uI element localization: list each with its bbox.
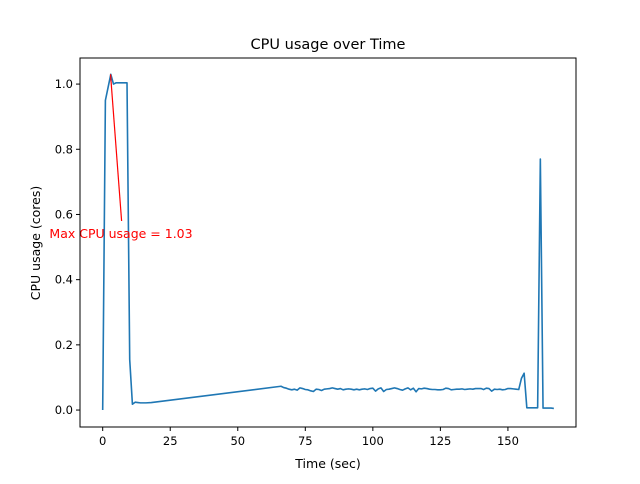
x-axis-label: Time (sec) xyxy=(294,456,360,471)
plot-area xyxy=(101,73,554,411)
x-tick-label: 150 xyxy=(497,434,519,448)
y-axis-label: CPU usage (cores) xyxy=(28,186,43,300)
cpu-usage-line xyxy=(101,73,554,411)
annotation-layer: Max CPU usage = 1.03 xyxy=(49,74,193,241)
x-tick-label: 50 xyxy=(230,434,245,448)
x-tick-label: 25 xyxy=(163,434,178,448)
max-cpu-annotation: Max CPU usage = 1.03 xyxy=(49,226,192,241)
y-axis: 0.0 0.2 0.4 0.6 0.8 1.0 xyxy=(55,77,80,417)
chart-title: CPU usage over Time xyxy=(251,37,406,53)
x-tick-label: 125 xyxy=(429,434,451,448)
plot-frame xyxy=(79,57,577,428)
y-tick-label: 0.4 xyxy=(55,273,73,287)
x-axis: 0 25 50 75 100 125 150 xyxy=(99,427,519,448)
y-tick-label: 0.6 xyxy=(55,207,73,221)
y-tick-label: 0.8 xyxy=(55,142,73,156)
y-tick-label: 0.0 xyxy=(55,403,73,417)
annotation-arrow xyxy=(109,74,123,222)
x-tick-label: 0 xyxy=(99,434,106,448)
y-tick-label: 1.0 xyxy=(55,77,73,91)
x-tick-label: 75 xyxy=(298,434,313,448)
x-tick-label: 100 xyxy=(362,434,384,448)
y-tick-label: 0.2 xyxy=(55,338,73,352)
